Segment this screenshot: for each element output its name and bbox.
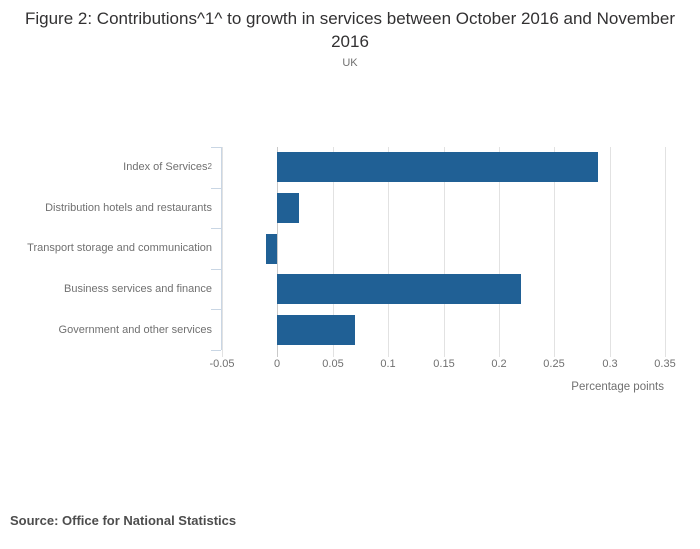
zero-gridline: [277, 147, 278, 357]
x-tick-label: 0.1: [380, 358, 396, 370]
bar-transport-storage-and-communication: [266, 234, 278, 264]
category-label: Government and other services: [58, 323, 212, 336]
bar-government-and-other-services: [277, 315, 356, 345]
x-tick-label: 0.35: [654, 358, 676, 370]
x-tick-label: 0.25: [543, 358, 565, 370]
x-tick-label: 0.2: [491, 358, 507, 370]
gridline: [499, 147, 500, 357]
gridline: [610, 147, 611, 357]
category-label: Distribution hotels and restaurants: [45, 201, 212, 214]
chart-title: Figure 2: Contributions^1^ to growth in …: [24, 9, 676, 51]
x-tick-label: 0.3: [602, 358, 618, 370]
x-axis-label: Percentage points: [571, 381, 664, 393]
source-note: Source: Office for National Statistics: [10, 513, 237, 528]
gridline: [554, 147, 555, 357]
category-label: Business services and finance: [64, 283, 212, 296]
bar-business-services-and-finance: [277, 274, 522, 304]
gridline: [665, 147, 666, 357]
y-axis-tick: [211, 309, 221, 310]
y-axis-tick: [211, 350, 221, 351]
y-axis-tick: [211, 188, 221, 189]
gridline: [222, 147, 223, 357]
bar-distribution-hotels-and-restaurants: [277, 193, 300, 223]
y-axis-tick: [211, 228, 221, 229]
category-label: Index of Services 2: [123, 161, 212, 174]
y-axis-tick: [211, 269, 221, 270]
y-axis-tick: [211, 147, 221, 148]
gridline: [444, 147, 445, 357]
x-tick-label: 0: [273, 358, 281, 370]
y-axis-line: [221, 147, 222, 350]
x-tick-label: 0.05: [322, 358, 344, 370]
gridline: [333, 147, 334, 357]
x-tick-label: -0.05: [209, 358, 235, 370]
category-label: Transport storage and communication: [27, 242, 212, 255]
x-tick-label: 0.15: [433, 358, 455, 370]
bar-index-of-services: [277, 152, 599, 182]
gridline: [388, 147, 389, 357]
chart-subtitle: UK: [342, 57, 358, 69]
